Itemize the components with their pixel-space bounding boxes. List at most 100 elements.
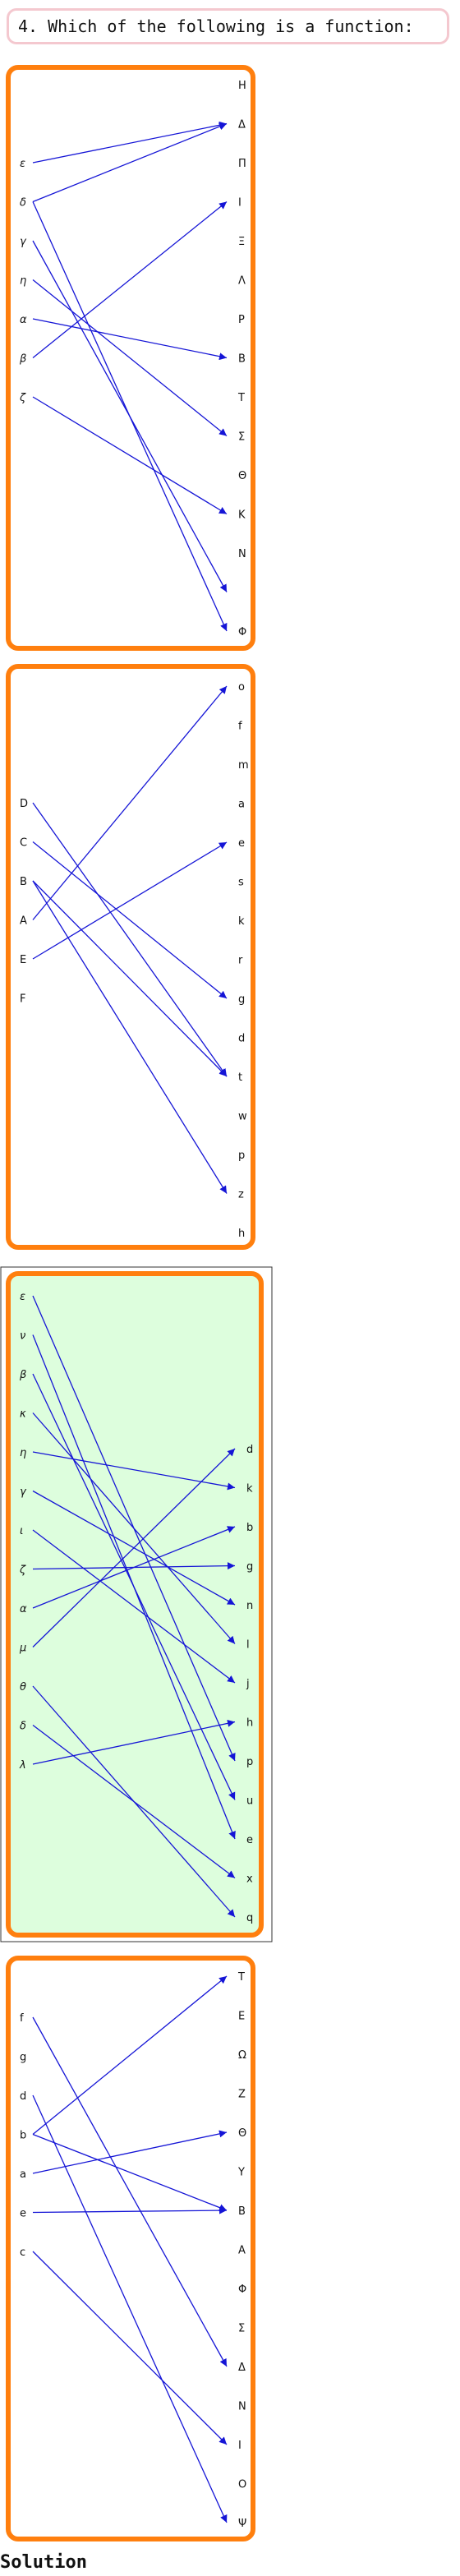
codomain-label: Ω	[238, 2049, 246, 2062]
domain-label: θ	[20, 1681, 26, 1694]
mapping-arrow	[32, 685, 228, 920]
domain-label: D	[20, 798, 28, 810]
mapping-arrow	[32, 1719, 236, 1765]
codomain-label: a	[238, 799, 245, 811]
option-box	[6, 1956, 255, 2541]
codomain-label: Σ	[238, 2323, 245, 2335]
domain-label: δ	[20, 1721, 26, 1733]
domain-label: κ	[20, 1408, 26, 1421]
mapping-arrow	[32, 841, 228, 999]
codomain-label: K	[238, 509, 246, 522]
mapping-arrow	[32, 396, 228, 515]
codomain-label: p	[246, 1756, 253, 1768]
codomain-label: d	[238, 1033, 245, 1045]
domain-label: B	[20, 876, 27, 888]
codomain-label: N	[238, 548, 246, 560]
codomain-label: Φ	[238, 626, 246, 638]
domain-label: a	[20, 2168, 26, 2181]
mapping-arrow	[32, 2206, 228, 2214]
mapping-arrow	[32, 880, 228, 1194]
codomain-label: P	[238, 314, 245, 326]
codomain-label: Δ	[238, 119, 246, 131]
domain-label: C	[20, 837, 27, 850]
selected-highlight-frame	[0, 1266, 273, 1942]
question-box: 4. Which of the following is a function:	[7, 8, 449, 44]
codomain-label: E	[238, 2011, 245, 2023]
domain-label: γ	[20, 236, 27, 248]
codomain-label: I	[238, 197, 242, 210]
domain-label: F	[20, 993, 25, 1006]
codomain-label: Θ	[238, 470, 246, 482]
mapping-arrow	[32, 1529, 236, 1684]
codomain-label: k	[246, 1483, 253, 1495]
mapping-arrow	[32, 318, 228, 361]
codomain-label: H	[238, 80, 246, 92]
mapping-arrow	[32, 1724, 236, 1879]
domain-label: ε	[20, 1291, 25, 1303]
mapping-arrow	[32, 200, 228, 359]
option-box	[6, 1271, 264, 1938]
codomain-label: b	[246, 1522, 253, 1534]
codomain-label: h	[238, 1228, 245, 1240]
codomain-label: Y	[237, 2167, 245, 2179]
domain-label: e	[20, 2208, 26, 2220]
domain-label: δ	[20, 197, 26, 210]
codomain-label: g	[238, 993, 245, 1006]
codomain-label: e	[238, 837, 245, 850]
domain-label: η	[20, 275, 26, 288]
codomain-label: T	[237, 392, 245, 404]
mapping-arrow	[32, 841, 228, 960]
mapping-arrow	[32, 1975, 228, 2136]
codomain-label: n	[246, 1600, 253, 1612]
domain-label: b	[20, 2130, 26, 2142]
codomain-label: u	[246, 1795, 253, 1808]
mapping-arrow	[32, 2016, 228, 2367]
codomain-label: B	[238, 2205, 246, 2218]
codomain-label: x	[246, 1873, 253, 1886]
codomain-label: Z	[238, 2089, 246, 2101]
mapping-arrow	[32, 802, 228, 1077]
codomain-label: p	[238, 1150, 245, 1162]
domain-label: α	[20, 1603, 27, 1615]
mapping-arrow	[32, 240, 228, 592]
codomain-label: A	[238, 2245, 246, 2257]
mapping-arrow	[32, 2251, 228, 2445]
question-text: 4. Which of the following is a function:	[18, 16, 414, 36]
domain-label: ν	[20, 1330, 25, 1343]
codomain-label: h	[246, 1717, 253, 1730]
codomain-label: t	[238, 1071, 242, 1084]
mapping-arrow	[32, 121, 228, 164]
domain-label: ζ	[19, 1564, 26, 1577]
codomain-label: Θ	[238, 2127, 246, 2140]
codomain-label: g	[246, 1561, 253, 1574]
domain-label: η	[20, 1447, 26, 1459]
mapping-arrow	[32, 2130, 228, 2174]
codomain-label: e	[246, 1834, 253, 1846]
domain-label: μ	[19, 1643, 26, 1655]
codomain-label: q	[246, 1912, 253, 1924]
codomain-label: Λ	[238, 275, 246, 288]
domain-label: λ	[19, 1759, 26, 1772]
domain-label: ε	[20, 158, 25, 170]
codomain-label: Δ	[238, 2362, 246, 2374]
codomain-label: I	[238, 2440, 242, 2452]
codomain-label: Ψ	[238, 2518, 246, 2530]
solution-heading: Solution	[0, 2552, 87, 2573]
codomain-label: Ξ	[238, 236, 245, 248]
codomain-label: o	[238, 681, 245, 694]
codomain-label: O	[238, 2479, 246, 2491]
domain-label: ζ	[19, 392, 26, 404]
codomain-label: f	[238, 721, 242, 733]
codomain-label: Σ	[238, 431, 245, 444]
domain-label: c	[20, 2247, 25, 2259]
codomain-label: s	[238, 877, 244, 889]
mapping-arrow	[32, 279, 228, 437]
domain-label: f	[20, 2012, 24, 2025]
domain-label: d	[20, 2090, 26, 2103]
codomain-label: w	[238, 1111, 247, 1123]
codomain-label: Π	[238, 158, 246, 170]
mapping-arrow	[32, 2133, 228, 2211]
